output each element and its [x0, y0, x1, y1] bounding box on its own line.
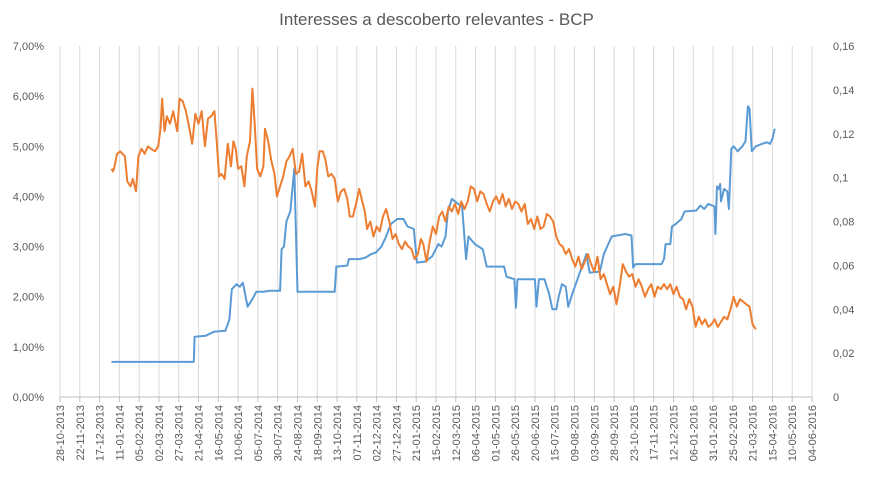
y-right-tick-label: 0 [833, 392, 839, 404]
y-right-tick-label: 0,08 [833, 217, 854, 229]
y-left-tick-label: 3,00% [13, 242, 44, 254]
x-tick-label: 06-04-2015 [471, 405, 483, 461]
x-tick-label: 27-12-2014 [391, 405, 403, 461]
series-layer [110, 87, 776, 363]
y-right-tick-label: 0,12 [833, 129, 854, 141]
x-tick-label: 02-12-2014 [372, 405, 384, 461]
x-tick-label: 18-09-2014 [312, 405, 324, 461]
x-tick-label: 10-05-2016 [787, 405, 799, 461]
series-line-1 [111, 105, 776, 363]
x-tick-label: 30-07-2014 [273, 405, 285, 461]
x-tick-label: 06-01-2016 [688, 405, 700, 461]
y-right-tick-label: 0,04 [833, 304, 854, 316]
x-tick-label: 15-02-2015 [431, 405, 443, 461]
y-right-tick-label: 0,02 [833, 348, 854, 360]
series-line-2 [110, 87, 757, 330]
x-tick-label: 02-03-2014 [154, 405, 166, 461]
x-tick-label: 09-08-2015 [570, 405, 582, 461]
x-tick-label: 11-01-2014 [114, 405, 126, 460]
x-tick-label: 21-03-2016 [748, 405, 760, 461]
y-left-tick-label: 4,00% [13, 191, 44, 203]
x-tick-label: 21-04-2014 [194, 405, 206, 461]
x-tick-label: 15-04-2016 [767, 405, 779, 461]
x-tick-label: 28-09-2015 [609, 405, 621, 461]
y-left-tick-label: 1,00% [13, 342, 44, 354]
x-tick-label: 25-02-2016 [728, 405, 740, 461]
gridlines [59, 46, 813, 397]
x-tick-label: 26-05-2015 [510, 405, 522, 461]
x-tick-label: 17-11-2015 [649, 405, 661, 460]
x-tick-label: 03-09-2015 [589, 405, 601, 461]
x-tick-label: 21-01-2015 [411, 405, 423, 461]
x-tick-label: 24-08-2014 [292, 405, 304, 461]
x-tick-label: 27-03-2014 [174, 405, 186, 461]
x-tick-label: 15-07-2015 [550, 405, 562, 461]
x-tick-label: 13-10-2014 [332, 405, 344, 461]
y-left-tick-label: 0,00% [13, 392, 44, 404]
x-tick-label: 04-06-2016 [807, 405, 819, 461]
x-tick-label: 20-06-2015 [530, 405, 542, 461]
x-tick-label: 16-05-2014 [213, 405, 225, 461]
y-left-tick-label: 2,00% [13, 292, 44, 304]
x-tick-label: 01-05-2015 [490, 405, 502, 461]
y-left-tick-label: 7,00% [13, 41, 44, 53]
x-tick-label: 07-11-2014 [352, 405, 364, 460]
x-tick-label: 17-12-2013 [95, 405, 107, 461]
y-right-tick-label: 0,14 [833, 85, 854, 97]
x-tick-label: 05-02-2014 [134, 405, 146, 461]
tick-labels: 28-10-2013 22-11-2013 17-12-2013 11-01-2014… [13, 41, 855, 461]
y-left-tick-label: 5,00% [13, 141, 44, 153]
x-tick-label: 23-10-2015 [629, 405, 641, 461]
x-tick-label: 10-06-2014 [233, 405, 245, 461]
y-right-tick-label: 0,16 [833, 41, 854, 53]
x-tick-label: 12-03-2015 [451, 405, 463, 461]
y-right-tick-label: 0,1 [833, 173, 848, 185]
y-right-tick-label: 0,06 [833, 260, 854, 272]
x-tick-label: 05-07-2014 [253, 405, 265, 461]
axes [59, 396, 813, 402]
x-tick-label: 12-12-2015 [668, 405, 680, 461]
chart-title: Interesses a descoberto relevantes - BCP [279, 10, 594, 29]
y-left-tick-label: 6,00% [13, 91, 44, 103]
x-tick-label: 31-01-2016 [708, 405, 720, 461]
x-tick-label: 28-10-2013 [55, 405, 67, 461]
x-tick-label: 22-11-2013 [75, 405, 87, 460]
